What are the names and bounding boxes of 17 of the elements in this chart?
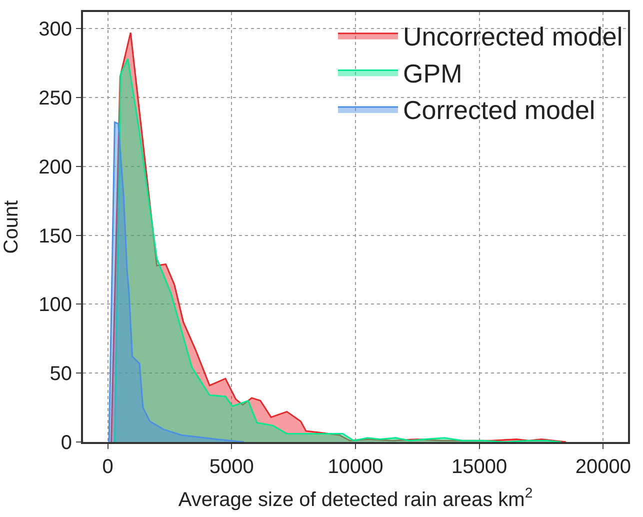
legend-label: Corrected model — [403, 95, 596, 126]
x-tick-label: 20000 — [575, 456, 632, 478]
y-tick-label: 300 — [38, 18, 72, 41]
y-tick-label: 50 — [50, 363, 72, 386]
y-tick-label: 250 — [38, 87, 72, 110]
y-tick-label: 150 — [38, 225, 72, 248]
x-tick-label: 15000 — [452, 456, 508, 478]
legend-label: Uncorrected model — [403, 22, 623, 52]
y-tick-label: 0 — [60, 432, 72, 454]
y-axis-title: Count — [0, 200, 23, 254]
y-tick-label: 100 — [38, 294, 72, 316]
x-tick-label: 5000 — [209, 456, 254, 478]
x-tick-label: 0 — [102, 456, 114, 478]
y-tick-label: 200 — [38, 156, 72, 178]
x-axis-title: Average size of detected rain areas km$^{2}$ — [178, 484, 533, 511]
legend-label: GPM — [403, 58, 462, 88]
x-tick-label: 10000 — [328, 456, 384, 478]
